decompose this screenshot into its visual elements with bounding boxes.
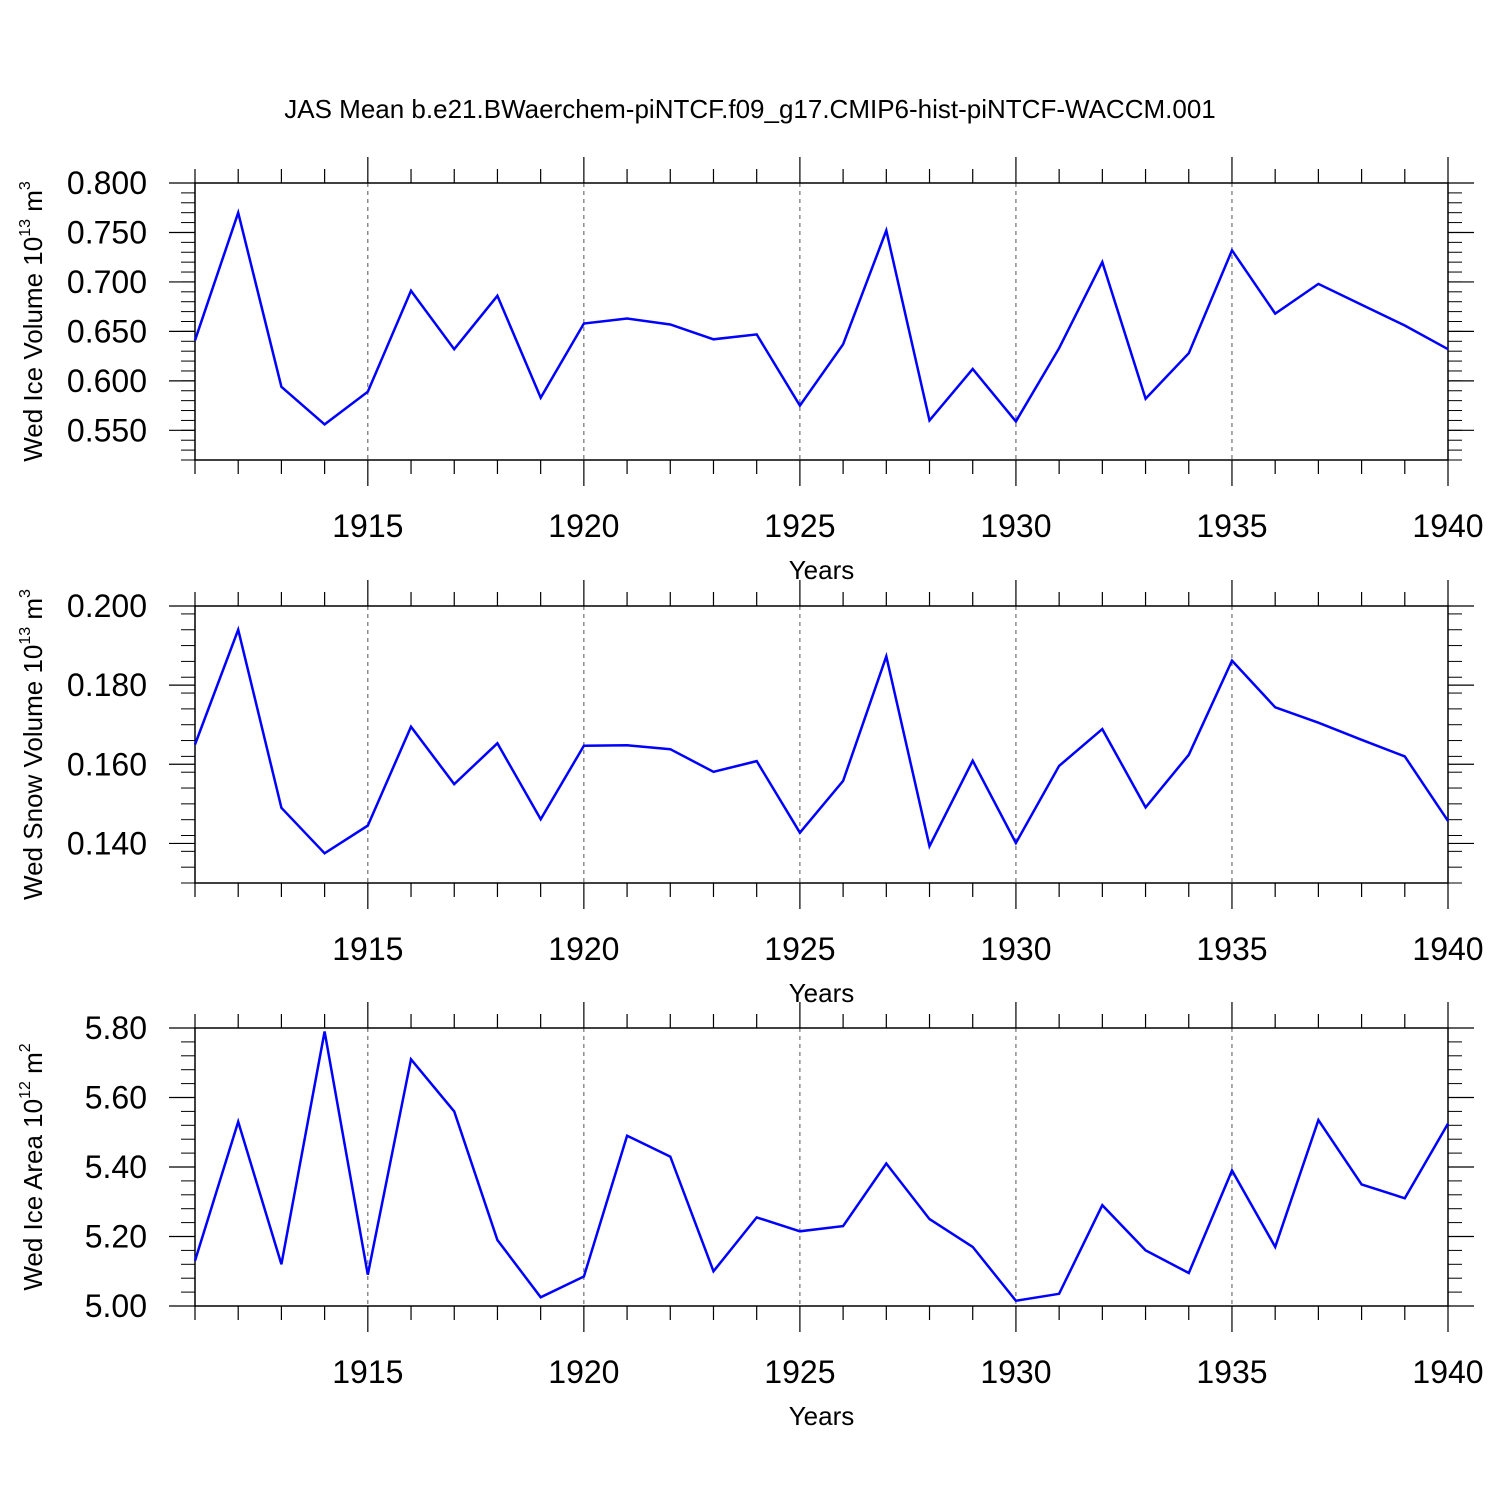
x-tick-label: 1935 xyxy=(1196,931,1267,967)
y-tick-label: 5.20 xyxy=(85,1219,147,1255)
y-tick-label: 0.550 xyxy=(67,412,147,448)
plot-frame xyxy=(194,1027,1449,1307)
x-tick-label: 1920 xyxy=(548,508,619,544)
series-line xyxy=(193,208,1449,427)
x-tick-label: 1935 xyxy=(1196,508,1267,544)
x-axis-title: Years xyxy=(789,555,855,585)
y-tick-label: 0.180 xyxy=(67,667,147,703)
x-tick-label: 1930 xyxy=(980,1354,1051,1390)
y-tick-label: 0.200 xyxy=(67,588,147,624)
x-tick-label: 1915 xyxy=(332,931,403,967)
y-tick-label: 0.650 xyxy=(67,313,147,349)
y-axis-title: Wed Snow Volume 1013 m3 xyxy=(17,589,48,900)
y-tick-label: 5.40 xyxy=(85,1149,147,1185)
y-tick-label: 0.600 xyxy=(67,363,147,399)
x-tick-label: 1925 xyxy=(764,508,835,544)
series-line xyxy=(193,1031,1450,1303)
x-tick-label: 1920 xyxy=(548,931,619,967)
plot-frame xyxy=(194,182,1449,461)
x-axis-title: Years xyxy=(789,1401,855,1431)
x-tick-label: 1930 xyxy=(980,931,1051,967)
x-tick-label: 1935 xyxy=(1196,1354,1267,1390)
panel-ice-volume: 1915 1920 1925 1930 1935 1940 0.550 0.600 0.650 0… xyxy=(17,157,1484,585)
x-tick-label: 1940 xyxy=(1412,1354,1483,1390)
plot-frame xyxy=(194,605,1449,884)
y-tick-label: 0.160 xyxy=(67,746,147,782)
y-tick-label: 0.140 xyxy=(67,825,147,861)
x-tick-label: 1930 xyxy=(980,508,1051,544)
x-tick-label: 1925 xyxy=(764,1354,835,1390)
x-tick-label: 1915 xyxy=(332,1354,403,1390)
y-axis-title: Wed Ice Volume 1013 m3 xyxy=(17,181,48,462)
x-axis-title: Years xyxy=(789,978,855,1008)
panel-snow-volume: 1915 1920 1925 1930 1935 1940 0.140 0.160 0.180 0… xyxy=(17,580,1484,1008)
panel-ice-area: 1915 1920 1925 1930 1935 1940 5.00 5.20 5.40 5.60… xyxy=(17,1002,1484,1431)
y-tick-label: 0.750 xyxy=(67,214,147,250)
x-tick-label: 1940 xyxy=(1412,508,1483,544)
x-tick-label: 1925 xyxy=(764,931,835,967)
y-tick-label: 5.60 xyxy=(85,1080,147,1116)
y-tick-label: 0.800 xyxy=(67,165,147,201)
x-tick-label: 1920 xyxy=(548,1354,619,1390)
y-tick-label: 5.80 xyxy=(85,1010,147,1046)
chart-title: JAS Mean b.e21.BWaerchem-piNTCF.f09_g17.… xyxy=(284,94,1215,124)
y-tick-label: 5.00 xyxy=(85,1288,147,1324)
series-line xyxy=(193,625,1450,855)
x-tick-label: 1915 xyxy=(332,508,403,544)
y-tick-label: 0.700 xyxy=(67,264,147,300)
y-axis-title: Wed Ice Area 1012 m2 xyxy=(17,1043,48,1290)
x-tick-label: 1940 xyxy=(1412,931,1483,967)
